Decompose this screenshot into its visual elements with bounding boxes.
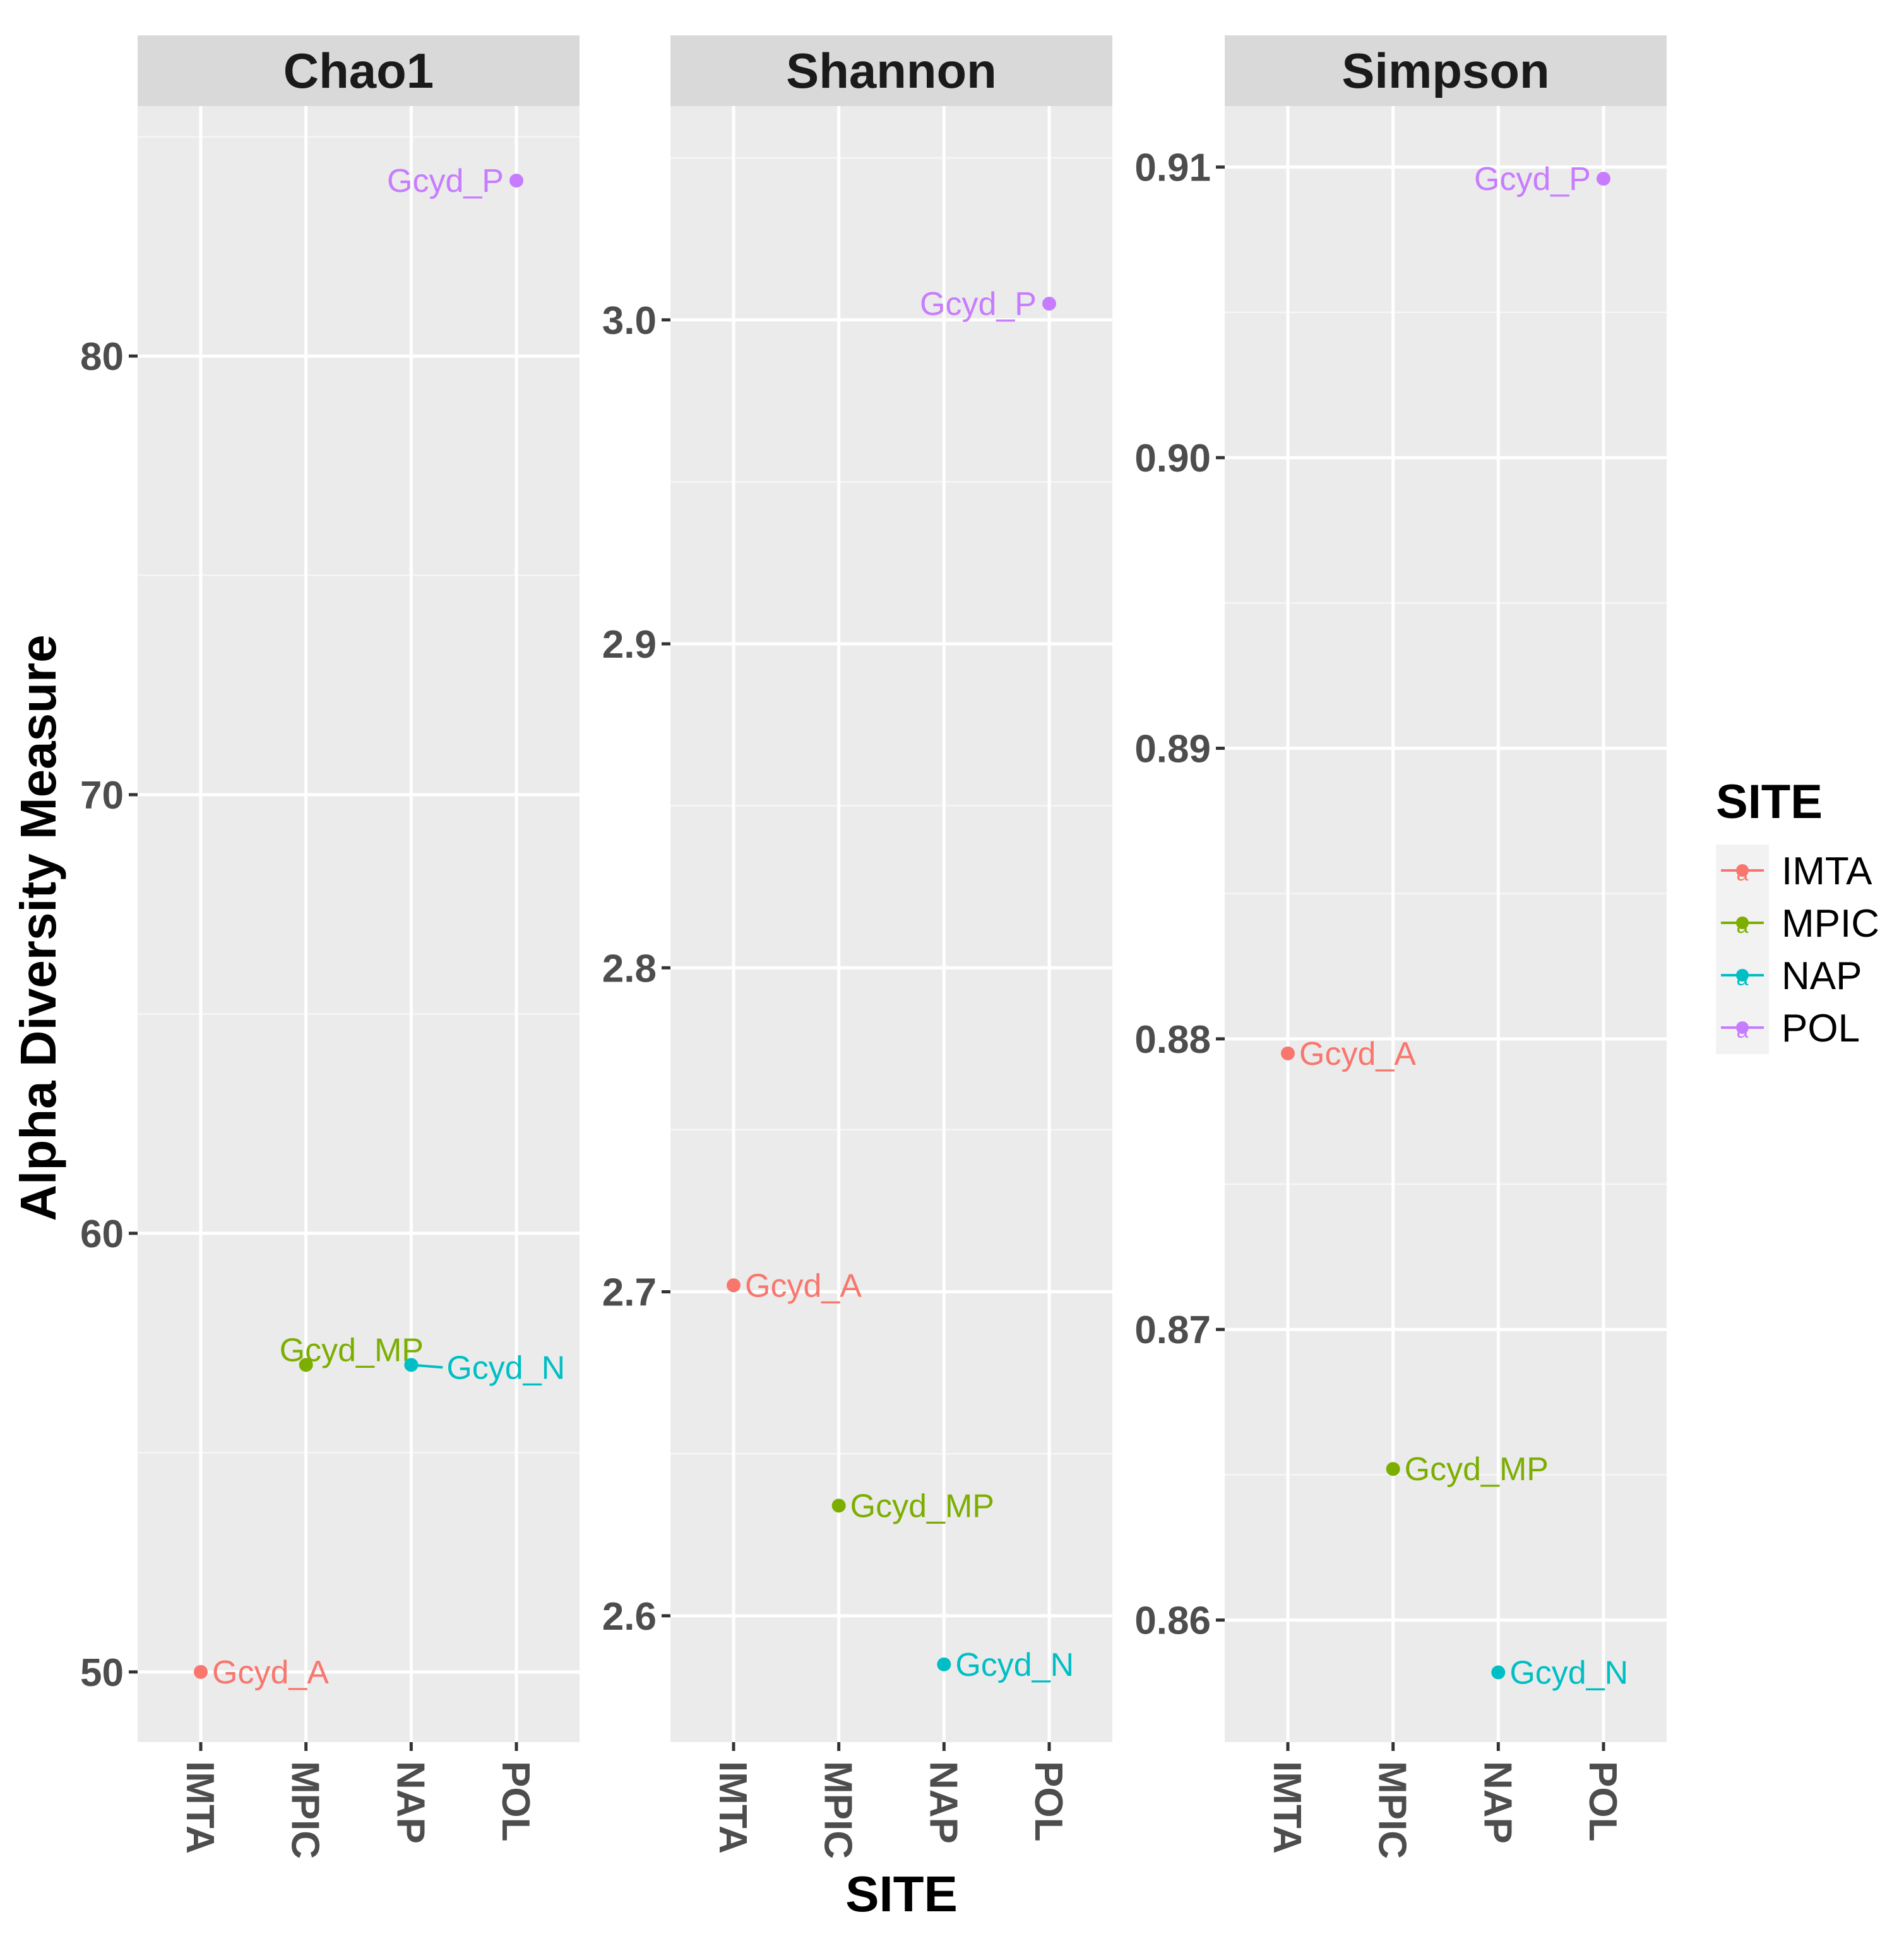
x-tick-label: MPIC (1371, 1761, 1414, 1859)
y-tick-label: 2.6 (602, 1595, 657, 1639)
facet-simpson: Simpson 0.86 0.87 0.88 0.89 0.90 0.91 IMTA MPIC N… (1134, 35, 1667, 1859)
x-tick-label: POL (494, 1761, 537, 1841)
y-tick-label: 2.7 (602, 1271, 657, 1315)
point-label: Gcyd_P (387, 163, 504, 199)
facet-title: Shannon (786, 43, 997, 98)
x-tick-label: MPIC (283, 1761, 327, 1859)
legend-label-pol: POL (1782, 1007, 1860, 1050)
x-tick-label: MPIC (816, 1761, 860, 1859)
data-point-pol (509, 174, 523, 188)
data-point-imta (727, 1278, 741, 1293)
y-tick-label: 3.0 (602, 299, 657, 343)
data-point-nap (937, 1657, 951, 1671)
data-point-nap (1491, 1665, 1506, 1680)
data-point-pol (1597, 172, 1610, 186)
legend-title: SITE (1716, 775, 1823, 829)
legend-key-glyph: a (1737, 966, 1749, 990)
point-label: Gcyd_P (920, 286, 1037, 323)
panel-background (670, 106, 1112, 1742)
point-label: Gcyd_A (745, 1267, 862, 1304)
point-label: Gcyd_N (1509, 1655, 1628, 1692)
y-axis-title: Alpha Diversity Measure (10, 634, 66, 1221)
data-point-mpic (1386, 1462, 1400, 1476)
facet-title: Chao1 (283, 43, 434, 98)
point-label: Gcyd_N (955, 1647, 1074, 1683)
point-label: Gcyd_A (1299, 1036, 1416, 1072)
facet-strip (670, 35, 1112, 106)
facet-strip (1225, 35, 1667, 106)
y-tick-label: 0.87 (1134, 1308, 1211, 1352)
x-tick-label: IMTA (711, 1761, 754, 1854)
point-label: Gcyd_MP (850, 1488, 994, 1524)
facet-panels: Chao1 50 60 70 80 IMTA MPIC NAP POL Gcyd_A Gcyd_MP… (80, 35, 1667, 1859)
y-tick-label: 0.91 (1134, 146, 1211, 190)
x-tick-label: NAP (1475, 1761, 1519, 1844)
x-tick-label: NAP (921, 1761, 965, 1844)
panel-background (1225, 106, 1667, 1742)
facet-chao1: Chao1 50 60 70 80 IMTA MPIC NAP POL Gcyd_A Gcyd_MP… (80, 35, 580, 1859)
data-point-nap (404, 1358, 419, 1372)
legend-key-point (1736, 917, 1749, 929)
legend-key-glyph: a (1737, 862, 1749, 886)
legend-label-nap: NAP (1782, 954, 1862, 998)
panel-background (138, 106, 580, 1742)
y-tick-label: 0.88 (1134, 1018, 1211, 1062)
legend-key-point (1736, 969, 1749, 982)
legend-label-imta: IMTA (1782, 850, 1872, 893)
legend-key-background (1716, 845, 1769, 1054)
x-axis-title: SITE (845, 1866, 958, 1922)
y-tick-label: 0.89 (1134, 727, 1211, 771)
legend-key-point (1736, 864, 1749, 877)
facet-shannon: Shannon 2.6 2.7 2.8 2.9 3.0 IMTA MPIC NAP POL Gcyd… (602, 35, 1112, 1859)
point-label: Gcyd_MP (280, 1332, 424, 1368)
point-label: Gcyd_P (1474, 161, 1591, 198)
legend-key-glyph: a (1737, 1019, 1749, 1043)
y-tick-label: 2.9 (602, 623, 657, 667)
y-tick-label: 50 (80, 1651, 124, 1695)
y-tick-label: 70 (80, 774, 124, 817)
legend-key-glyph: a (1737, 914, 1749, 938)
data-point-pol (1042, 297, 1056, 311)
legend: SITE a IMTA a MPIC a NAP a POL (1716, 775, 1879, 1054)
x-tick-label: NAP (388, 1761, 432, 1844)
point-label: Gcyd_MP (1405, 1451, 1549, 1488)
data-point-imta (194, 1664, 208, 1679)
legend-key-point (1736, 1021, 1749, 1034)
point-label: Gcyd_A (212, 1654, 329, 1691)
y-tick-label: 80 (80, 335, 124, 379)
y-tick-label: 0.90 (1134, 437, 1211, 480)
data-point-mpic (299, 1358, 313, 1372)
facet-strip (138, 35, 580, 106)
x-tick-label: IMTA (1265, 1761, 1309, 1854)
x-tick-label: IMTA (178, 1761, 222, 1854)
y-tick-label: 2.8 (602, 947, 657, 990)
facet-title: Simpson (1342, 43, 1549, 98)
data-point-imta (1281, 1046, 1295, 1060)
point-label: Gcyd_N (446, 1350, 565, 1386)
y-tick-label: 0.86 (1134, 1599, 1211, 1643)
legend-label-mpic: MPIC (1782, 902, 1879, 946)
y-tick-label: 60 (80, 1213, 124, 1256)
data-point-mpic (831, 1498, 846, 1513)
x-tick-label: POL (1581, 1761, 1624, 1841)
x-tick-label: POL (1026, 1761, 1070, 1841)
